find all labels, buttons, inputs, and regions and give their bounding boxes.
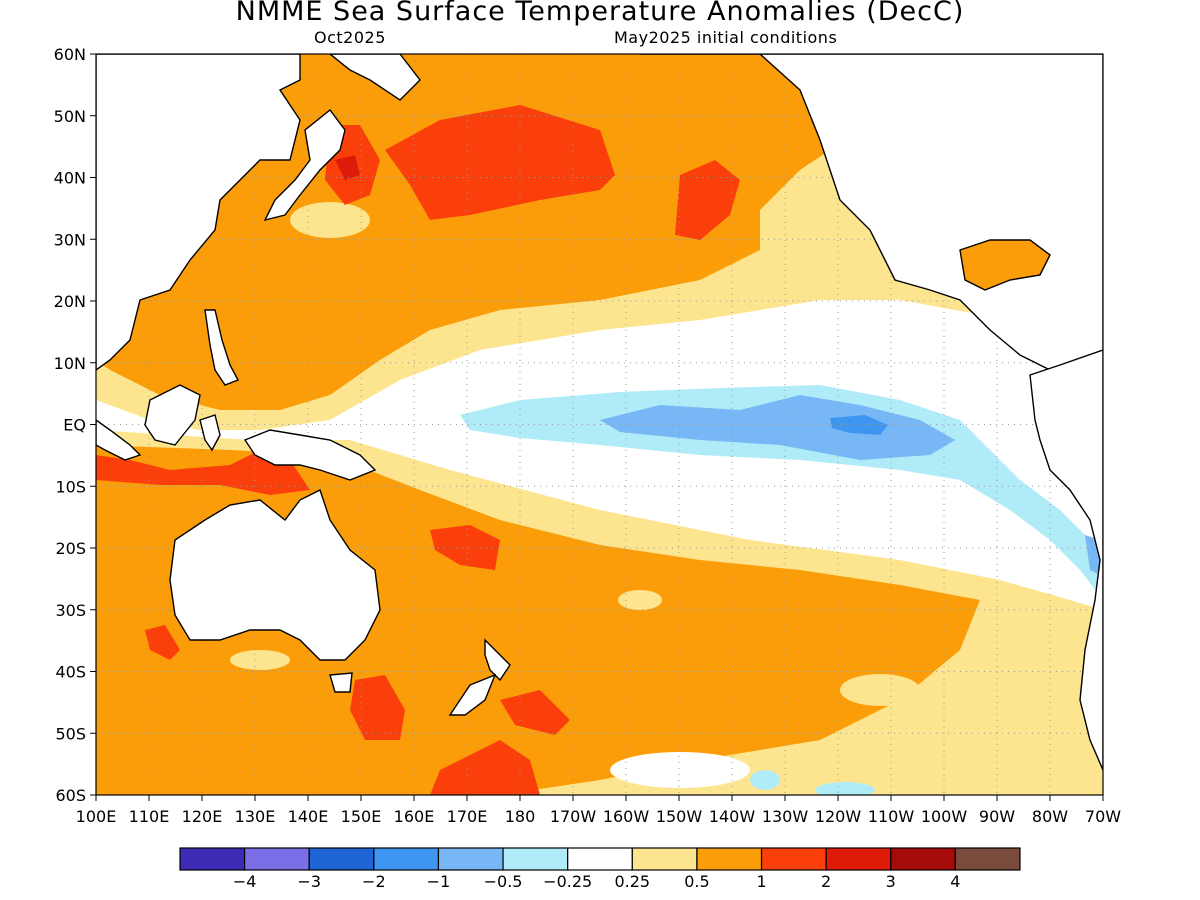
lat-label: EQ [63,416,86,435]
land-japan [263,109,346,222]
anomaly-yellow-patch-d [290,202,370,238]
lat-label: 60S [55,786,86,805]
latitude-axis: 60N 50N 40N 30N 20N 10N EQ 10S 20S 30S 40S 50S 60S [54,45,96,805]
init-conditions-label: May2025 initial conditions [614,28,838,47]
colorbar-tick-label: −4 [232,872,257,891]
colorbar-swatch [631,847,698,871]
anomaly-cool-south [750,770,780,790]
anomaly-red-sw-aus [145,625,180,660]
land-australia [169,489,381,661]
anomaly-darkred-japan [335,155,360,180]
land-taiwan-philippines [204,309,239,386]
colorbar-swatch [244,847,310,871]
lon-label: 160W [603,807,650,826]
lon-label: 100W [921,807,968,826]
land-new-guinea [243,429,377,481]
lon-label: 110E [129,807,170,826]
colorbar-tick-label: −0.5 [483,872,523,891]
anomaly-yellow-patch-a [840,674,920,706]
lon-label: 120E [182,807,223,826]
colorbar [179,847,1021,871]
colorbar-tick-label: 0.5 [684,872,710,891]
lon-label: 130W [762,807,809,826]
land-new-zealand-north [484,638,511,682]
lead-month-label: Oct2025 [314,28,386,47]
colorbar-swatch [760,847,827,871]
land-south-america [1029,349,1103,771]
anomaly-lightblue-cold-tongue [600,395,955,460]
anomaly-red-tasman [350,675,405,740]
lat-label: 10N [54,354,86,373]
colorbar-tick-label: 2 [821,872,832,891]
colorbar-swatch [308,847,375,871]
colorbar-swatch [890,847,956,871]
colorbar-tick-label: −2 [362,872,386,891]
colorbar-tick-label: −0.25 [543,872,593,891]
colorbar-tick-label: −1 [426,872,451,891]
lon-label: 180 [505,807,536,826]
colorbar-swatch [502,847,569,871]
anomaly-red-south-ocean [430,740,540,795]
lat-label: 60N [54,45,86,64]
land-masses [96,54,1103,771]
lon-label: 150E [341,807,382,826]
colorbar-swatch [696,847,763,871]
lat-label: 40N [54,169,86,188]
lat-label: 40S [55,663,86,682]
colorbar-tick-label: −3 [297,872,322,891]
anomaly-cool-south-b [815,782,875,795]
lon-label: 170E [447,807,488,826]
lon-label: 170W [550,807,597,826]
colorbar-swatch [954,847,1021,871]
lat-label: 30N [54,230,86,249]
land-sumatra [96,419,142,461]
lon-label: 80W [1032,807,1068,826]
lon-label: 100E [76,807,117,826]
land-asia [96,54,301,371]
lat-label: 20S [55,539,86,558]
lon-label: 140E [288,807,329,826]
lat-label: 20N [54,292,86,311]
anomaly-red-fiji [430,525,500,570]
lon-label: 150W [656,807,703,826]
land-new-zealand-south [448,673,497,716]
anomaly-red-npac-east [675,160,740,240]
lat-label: 50N [54,107,86,126]
land-gulf-mexico [959,239,1051,291]
lat-label: 30S [55,601,86,620]
land-borneo [144,384,201,446]
anomaly-red-indonesia [96,450,310,495]
anomaly-yellow-patch-b [230,650,290,670]
colorbar-tick-label: 4 [950,872,961,891]
colorbar-tick-label: 1 [756,872,767,891]
land-sulawesi [199,414,221,452]
map-title: NMME Sea Surface Temperature Anomalies (… [235,0,965,27]
lat-label: 10S [55,477,86,496]
land-kamchatka [328,54,421,101]
colorbar-swatch [179,847,246,871]
lon-label: 70W [1085,807,1121,826]
lon-label: 130E [235,807,276,826]
anomaly-yellow-patch-c [618,590,662,610]
colorbar-tick-label: 0.25 [614,872,651,891]
colorbar-swatch [825,847,892,871]
colorbar-swatch [437,847,504,871]
lon-label: 110W [868,807,915,826]
lat-label: 50S [55,724,86,743]
colorbar-swatch [373,847,440,871]
land-tasmania [329,672,353,693]
lon-label: 140W [709,807,756,826]
colorbar-tick-label: 3 [885,872,896,891]
colorbar-swatch [567,847,633,871]
longitude-axis: 100E 110E 120E 130E 140E 150E 160E 170E 180 170W 1… [76,795,1121,826]
lon-label: 90W [979,807,1015,826]
lon-label: 160E [394,807,435,826]
anomaly-neutral-patch-a [610,752,750,788]
anomaly-red-npac [385,105,615,220]
lon-label: 120W [815,807,862,826]
anomaly-red-south-nz [500,690,570,735]
